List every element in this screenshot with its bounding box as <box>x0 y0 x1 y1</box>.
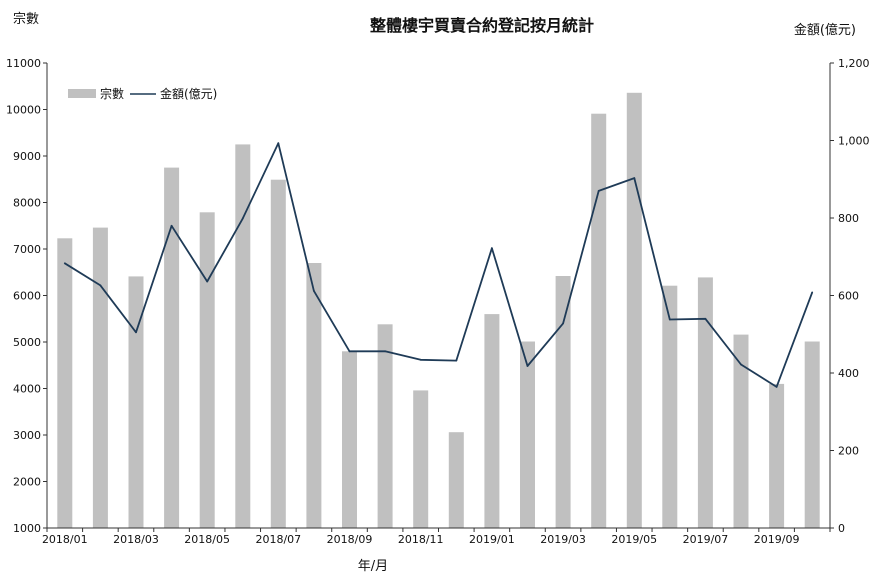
legend-swatch-bar <box>68 89 96 98</box>
line-point-2018/06 <box>241 217 244 220</box>
line-point-2019/07 <box>704 317 707 320</box>
line-point-2018/08 <box>313 290 315 292</box>
bar-2018/02 <box>92 227 108 528</box>
bar-2019/09 <box>769 383 785 528</box>
bar-2019/04 <box>591 113 607 528</box>
left-tick-label: 7000 <box>13 243 41 256</box>
left-tick-label: 9000 <box>13 150 41 163</box>
bar-2019/06 <box>662 285 678 528</box>
line-point-2018/09 <box>348 350 351 353</box>
bar-series <box>57 92 820 529</box>
chart-title: 整體樓宇買賣合約登記按月統計 <box>369 16 594 35</box>
line-point-2019/08 <box>740 363 742 366</box>
right-tick-label: 200 <box>838 445 859 458</box>
bar-2018/09 <box>342 351 357 528</box>
line-path <box>64 142 814 388</box>
right-tick-label: 400 <box>838 367 859 380</box>
line-point-2018/04 <box>170 224 173 227</box>
line-point-2019/03 <box>562 322 564 325</box>
left-tick-label: 2000 <box>13 476 41 489</box>
right-tick-label: 1,200 <box>838 57 870 70</box>
right-tick-label: 0 <box>838 522 845 535</box>
bar-2018/04 <box>164 167 180 528</box>
x-tick-label: 2018/07 <box>255 533 301 546</box>
line-point-2019/05 <box>633 177 636 180</box>
bar-2018/06 <box>235 144 251 528</box>
right-tick-label: 800 <box>838 212 859 225</box>
bar-2019/10 <box>804 341 820 528</box>
line-point-2019/02 <box>526 365 529 367</box>
x-tick-label: 2019/03 <box>540 533 586 546</box>
left-tick-label: 4000 <box>13 383 41 396</box>
legend: 宗數 金額(億元) <box>68 86 217 101</box>
x-tick-label: 2019/05 <box>611 533 657 546</box>
bar-2018/01 <box>57 238 73 529</box>
right-tick-label: 1,000 <box>838 135 870 148</box>
line-point-2018/01 <box>63 262 66 265</box>
axes: 1000200030004000500060007000800090001000… <box>6 57 870 546</box>
bar-2019/02 <box>520 341 535 528</box>
line-point-2018/10 <box>384 350 386 353</box>
x-tick-label: 2019/09 <box>754 533 800 546</box>
line-point-2018/03 <box>135 331 137 334</box>
line-point-2018/02 <box>99 284 102 287</box>
bar-2018/03 <box>128 276 144 528</box>
bar-2018/07 <box>270 179 286 528</box>
bar-2019/08 <box>733 334 749 528</box>
line-point-2019/01 <box>491 247 493 250</box>
x-tick-label: 2018/05 <box>184 533 230 546</box>
left-tick-label: 3000 <box>13 429 41 442</box>
x-tick-label: 2018/11 <box>398 533 444 546</box>
left-axis-title: 宗數 <box>13 11 39 27</box>
line-point-2018/11 <box>419 358 422 361</box>
x-tick-label: 2018/03 <box>113 533 159 546</box>
line-point-2019/09 <box>775 386 778 388</box>
x-tick-label: 2018/01 <box>42 533 88 546</box>
bar-2018/08 <box>306 263 322 528</box>
legend-label-line: 金額(億元) <box>160 86 217 101</box>
line-point-2018/05 <box>206 280 209 283</box>
line-series <box>63 142 814 388</box>
bar-2018/05 <box>199 212 215 529</box>
x-axis-title: 年/月 <box>358 559 388 574</box>
bar-2019/07 <box>697 277 713 528</box>
line-point-2019/10 <box>811 291 814 294</box>
x-tick-label: 2019/07 <box>683 533 729 546</box>
left-tick-label: 5000 <box>13 336 41 349</box>
left-tick-label: 6000 <box>13 290 41 303</box>
line-point-2019/06 <box>668 318 671 321</box>
right-axis-title: 金額(億元) <box>794 22 856 38</box>
left-tick-label: 11000 <box>6 57 41 70</box>
left-tick-label: 1000 <box>13 522 41 535</box>
bar-2018/10 <box>377 324 393 528</box>
left-tick-label: 8000 <box>13 197 41 210</box>
legend-label-bar: 宗數 <box>100 86 124 101</box>
bar-2018/12 <box>448 432 464 528</box>
line-point-2019/04 <box>597 190 600 192</box>
bar-2018/11 <box>413 390 429 528</box>
x-tick-label: 2019/01 <box>469 533 515 546</box>
bar-2019/01 <box>484 314 500 528</box>
x-tick-label: 2018/09 <box>327 533 373 546</box>
line-point-2018/12 <box>455 359 458 362</box>
line-point-2018/07 <box>277 142 280 145</box>
left-tick-label: 10000 <box>6 104 41 117</box>
bar-2019/03 <box>555 276 571 528</box>
bar-2019/05 <box>626 92 642 529</box>
right-tick-label: 600 <box>838 290 859 303</box>
